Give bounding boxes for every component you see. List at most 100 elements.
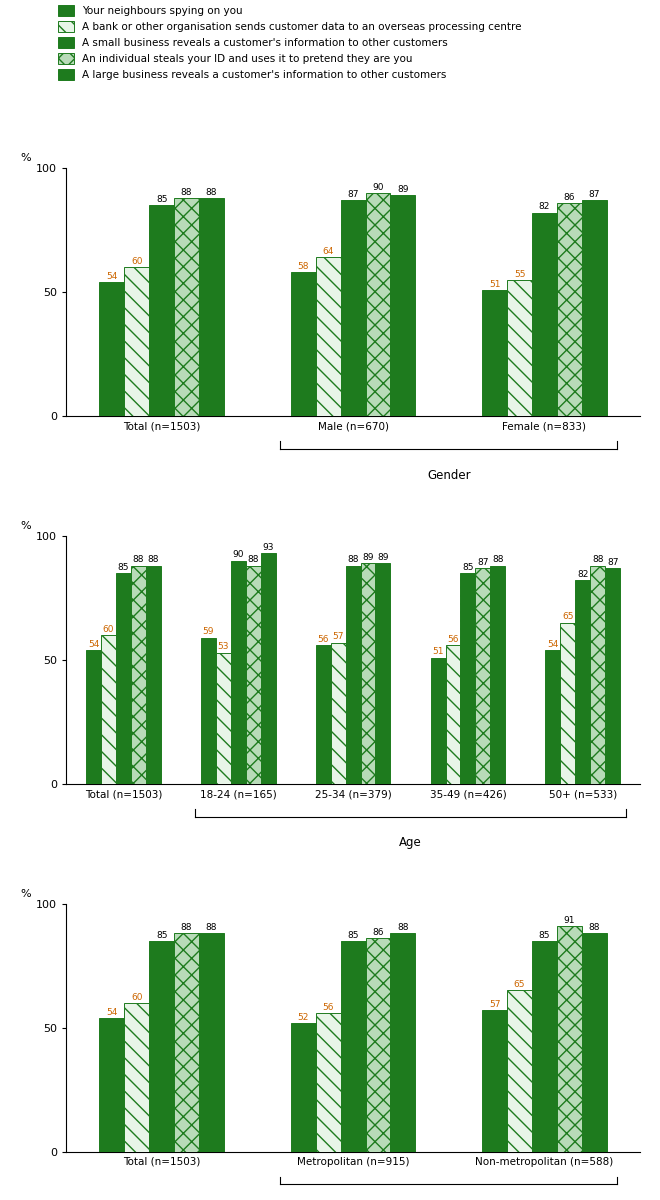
Bar [605, 568, 620, 785]
Bar [446, 646, 461, 785]
Y-axis label: %: % [20, 888, 31, 899]
Text: 88: 88 [206, 187, 217, 197]
Bar [376, 563, 391, 785]
Bar [557, 926, 582, 1152]
Text: 88: 88 [592, 556, 603, 564]
Text: 54: 54 [106, 272, 117, 281]
Text: 53: 53 [218, 642, 229, 652]
Text: 60: 60 [131, 992, 143, 1002]
Text: 60: 60 [103, 625, 114, 634]
Text: 86: 86 [372, 928, 383, 937]
Text: 57: 57 [333, 632, 344, 641]
Text: 91: 91 [564, 916, 575, 925]
Text: 60: 60 [131, 257, 143, 266]
Text: 52: 52 [298, 1013, 309, 1021]
Text: 64: 64 [323, 247, 334, 257]
Bar [360, 563, 376, 785]
Text: 88: 88 [347, 556, 359, 564]
Text: 87: 87 [607, 558, 618, 566]
Text: 56: 56 [447, 635, 459, 644]
Text: 54: 54 [547, 640, 558, 649]
Bar [582, 934, 607, 1152]
Text: 89: 89 [397, 185, 409, 194]
Bar [291, 272, 315, 416]
Bar [582, 200, 607, 416]
Text: 55: 55 [514, 270, 525, 278]
Bar [430, 658, 446, 785]
Bar [174, 934, 199, 1152]
Bar [532, 941, 557, 1152]
Bar [482, 1010, 507, 1152]
Text: 88: 88 [181, 187, 192, 197]
Bar [315, 258, 341, 416]
Bar [201, 637, 216, 785]
Bar [391, 196, 415, 416]
Text: 88: 88 [206, 923, 217, 932]
Legend: Your neighbours spying on you, A bank or other organisation sends customer data : Your neighbours spying on you, A bank or… [58, 5, 521, 80]
Text: Age: Age [399, 836, 422, 850]
Text: 65: 65 [562, 612, 574, 622]
Text: 59: 59 [203, 628, 214, 636]
Bar [124, 1003, 149, 1152]
Text: 88: 88 [181, 923, 192, 932]
Text: 93: 93 [263, 542, 274, 552]
Bar [101, 635, 116, 785]
Text: 87: 87 [347, 190, 359, 199]
Bar [199, 934, 224, 1152]
Bar [590, 565, 605, 785]
Bar [124, 268, 149, 416]
Text: 56: 56 [323, 1003, 334, 1012]
Text: 89: 89 [378, 553, 389, 562]
Text: 54: 54 [88, 640, 99, 649]
Y-axis label: %: % [20, 521, 31, 530]
Bar [557, 203, 582, 416]
Bar [576, 581, 590, 785]
Bar [86, 650, 101, 785]
Text: 51: 51 [489, 280, 500, 288]
Text: 54: 54 [106, 1008, 117, 1016]
Bar [315, 1013, 341, 1152]
Bar [116, 574, 131, 785]
Bar [507, 990, 532, 1152]
Bar [231, 560, 246, 785]
Bar [545, 650, 560, 785]
Text: 85: 85 [156, 196, 168, 204]
Text: 85: 85 [539, 930, 550, 940]
Bar [199, 198, 224, 416]
Bar [146, 565, 161, 785]
Text: 87: 87 [589, 190, 600, 199]
Text: 88: 88 [397, 923, 409, 932]
Bar [391, 934, 415, 1152]
Text: 58: 58 [298, 262, 309, 271]
Text: 87: 87 [477, 558, 488, 566]
Bar [131, 565, 146, 785]
Bar [261, 553, 276, 785]
Bar [490, 565, 506, 785]
Bar [100, 282, 124, 416]
Text: 65: 65 [514, 980, 525, 989]
Bar [366, 193, 391, 416]
Text: 82: 82 [577, 570, 589, 580]
Text: Gender: Gender [427, 469, 471, 481]
Text: 90: 90 [372, 182, 383, 192]
Bar [100, 1018, 124, 1152]
Text: 85: 85 [347, 930, 359, 940]
Text: 56: 56 [317, 635, 329, 644]
Bar [560, 623, 576, 785]
Text: 86: 86 [564, 192, 575, 202]
Bar [366, 938, 391, 1152]
Bar [341, 200, 366, 416]
Y-axis label: %: % [20, 154, 31, 163]
Text: 85: 85 [156, 930, 168, 940]
Text: 88: 88 [133, 556, 144, 564]
Text: 88: 88 [248, 556, 259, 564]
Text: 90: 90 [232, 551, 244, 559]
Bar [532, 212, 557, 416]
Text: 88: 88 [492, 556, 504, 564]
Bar [331, 643, 346, 785]
Text: 51: 51 [432, 647, 444, 656]
Bar [315, 646, 331, 785]
Text: 57: 57 [489, 1000, 500, 1009]
Bar [149, 205, 174, 416]
Text: 82: 82 [539, 203, 550, 211]
